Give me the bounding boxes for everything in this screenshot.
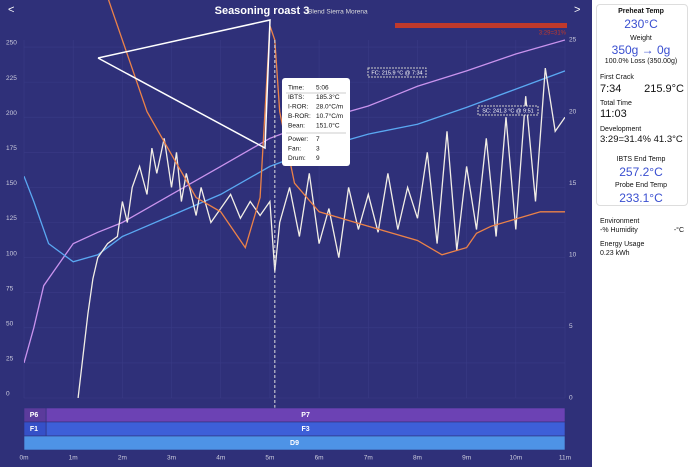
next-button[interactable]: > [574, 4, 580, 16]
y-tick-label: 175 [6, 145, 17, 152]
series-line [24, 39, 565, 364]
y-tick-label: 200 [6, 110, 17, 117]
series-line [77, 67, 565, 398]
tooltip-value: 7 [316, 136, 320, 143]
y-tick-label: 100 [6, 250, 17, 257]
label: Probe End Temp [614, 182, 667, 189]
tooltip-key: Time: [288, 85, 304, 92]
x-tick-label: 5m [265, 455, 274, 462]
tooltip-value: 9 [316, 155, 320, 162]
tooltip-key: B-ROR: [288, 113, 311, 120]
y2-tick-label: 20 [569, 108, 577, 115]
x-tick-label: 7m [364, 455, 373, 462]
y-tick-label: 250 [6, 40, 17, 47]
value: 3:29=31.4% 41.3°C [600, 134, 683, 145]
x-tick-label: 8m [413, 455, 422, 462]
chart-title: Seasoning roast 3 [215, 5, 310, 17]
label: Energy Usage [600, 241, 645, 248]
label: Total Time [600, 100, 632, 107]
value: 230°C [624, 17, 658, 31]
sc-label: SC: 241.3 °C @ 9:51 [482, 108, 534, 114]
tooltip [282, 78, 350, 166]
y2-tick-label: 0 [569, 395, 573, 402]
value: 350g → 0g [611, 43, 671, 57]
value: 233.1°C [619, 191, 663, 205]
development-label: 3:29=31% [539, 31, 567, 37]
tooltip-value: 5:06 [316, 85, 329, 92]
fc-label: FC: 215.9 °C @ 7:34 [371, 70, 422, 76]
value: 257.2°C [619, 165, 663, 179]
x-tick-label: 2m [118, 455, 127, 462]
label: Environment [600, 218, 640, 225]
label: Weight [630, 35, 652, 42]
chart-subtitle: Blend Sierra Morena [308, 9, 368, 16]
fc-box [367, 67, 427, 78]
label: Preheat Temp [618, 8, 664, 15]
tooltip-key: Drum: [288, 155, 306, 162]
y-tick-label: 75 [6, 285, 14, 292]
value: -°C [673, 227, 684, 234]
tooltip-value: 151.0°C [316, 122, 340, 130]
tooltip-key: I-ROR: [288, 104, 308, 111]
phase-label: P7 [301, 412, 310, 419]
chart-bg [0, 0, 592, 467]
tooltip-key: Power: [288, 136, 308, 143]
label: IBTS End Temp [616, 156, 666, 163]
value: 0.23 kWh [600, 250, 630, 257]
tooltip-key: IBTS: [288, 94, 304, 101]
phase-label: D9 [290, 440, 299, 447]
phase-label: P6 [30, 412, 39, 419]
phase-label: F1 [30, 426, 38, 433]
tooltip-key: Fan: [288, 146, 301, 153]
y2-tick-label: 10 [569, 252, 577, 259]
series-line [24, 70, 565, 263]
prev-button[interactable]: < [8, 4, 14, 16]
y-tick-label: 25 [6, 356, 14, 363]
tooltip-key: Bean: [288, 123, 305, 130]
tooltip-value: 28.0°C/m [316, 103, 343, 111]
x-tick-label: 1m [69, 455, 78, 462]
series-line [107, 0, 565, 256]
value: -% Humidity [600, 227, 638, 234]
x-tick-label: 0m [19, 455, 28, 462]
phase-band [23, 435, 566, 451]
y-tick-label: 150 [6, 180, 17, 187]
x-tick-label: 11m [559, 455, 571, 462]
y-tick-label: 225 [6, 75, 17, 82]
chart: < > Seasoning roast 3 Blend Sierra Moren… [0, 0, 592, 467]
summary-card [596, 4, 688, 206]
y-tick-label: 0 [6, 391, 10, 398]
label: First Crack [600, 74, 634, 81]
development-bar [395, 23, 567, 28]
x-tick-label: 10m [509, 455, 522, 462]
x-tick-label: 6m [315, 455, 324, 462]
y-tick-label: 125 [6, 215, 17, 222]
side-panel: Preheat Temp 230°C Weight 350g → 0g 100.… [592, 0, 690, 467]
arrows [97, 19, 271, 150]
tooltip-value: 185.3°C [316, 93, 340, 101]
sc-box [477, 105, 539, 116]
value: 11:03 [600, 108, 627, 120]
y-tick-label: 50 [6, 321, 14, 328]
label: Development [600, 126, 642, 133]
x-tick-label: 9m [462, 455, 471, 462]
y2-tick-label: 25 [569, 37, 577, 44]
value: 215.9°C [644, 83, 684, 95]
tooltip-value: 10.7°C/m [316, 112, 343, 120]
y2-tick-label: 15 [569, 180, 577, 187]
phase-label: F3 [301, 426, 309, 433]
x-tick-label: 4m [216, 455, 225, 462]
note: 100.0% Loss (350.00g) [604, 58, 678, 65]
value: 7:34 [600, 83, 622, 95]
y2-tick-label: 5 [569, 323, 573, 330]
x-tick-label: 3m [167, 455, 176, 462]
tooltip-value: 3 [316, 146, 320, 153]
